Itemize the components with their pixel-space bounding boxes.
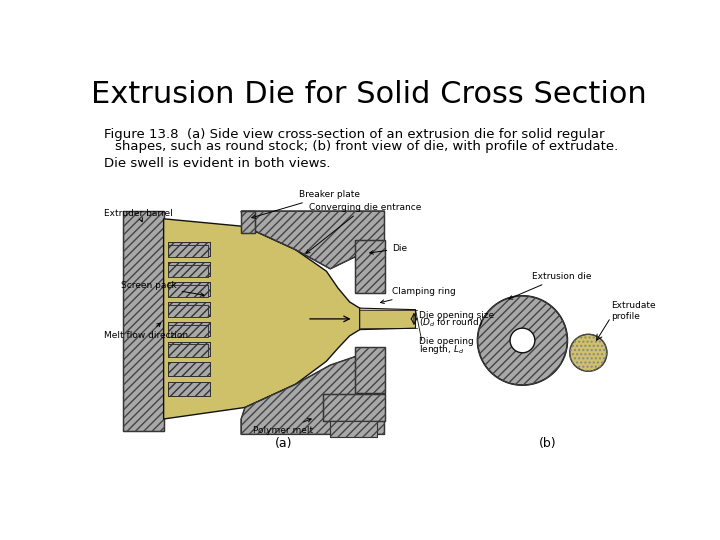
Text: Extrusion Die for Solid Cross Section: Extrusion Die for Solid Cross Section bbox=[91, 79, 647, 109]
Bar bbox=[168, 382, 210, 396]
Bar bbox=[168, 362, 210, 376]
Bar bbox=[168, 282, 210, 296]
Bar bbox=[168, 265, 208, 278]
Bar bbox=[168, 245, 208, 257]
Bar bbox=[168, 382, 210, 396]
Bar bbox=[355, 347, 384, 393]
Text: Die swell is evident in both views.: Die swell is evident in both views. bbox=[104, 157, 330, 170]
Bar bbox=[168, 302, 210, 316]
Text: Figure 13.8  (a) Side view cross‐section of an extrusion die for solid regular: Figure 13.8 (a) Side view cross‐section … bbox=[104, 127, 605, 140]
Bar bbox=[168, 342, 210, 356]
Bar bbox=[168, 245, 208, 257]
Polygon shape bbox=[241, 211, 384, 269]
Circle shape bbox=[510, 328, 535, 353]
Bar bbox=[168, 242, 210, 256]
Bar bbox=[168, 262, 210, 276]
Bar bbox=[168, 285, 208, 298]
Text: Breaker plate: Breaker plate bbox=[252, 190, 360, 218]
Bar bbox=[168, 322, 210, 336]
Bar bbox=[168, 242, 210, 256]
Text: Polymer melt: Polymer melt bbox=[253, 418, 313, 435]
Bar bbox=[168, 345, 208, 356]
Bar bbox=[323, 394, 384, 421]
Bar bbox=[168, 265, 208, 278]
Bar bbox=[168, 345, 208, 356]
Text: (a): (a) bbox=[275, 437, 292, 450]
Bar bbox=[330, 421, 377, 437]
Bar bbox=[241, 211, 255, 233]
Bar bbox=[168, 305, 208, 318]
Text: Die opening: Die opening bbox=[419, 338, 474, 347]
Bar bbox=[122, 211, 163, 430]
Text: shapes, such as round stock; (b) front view of die, with profile of extrudate.: shapes, such as round stock; (b) front v… bbox=[114, 140, 618, 153]
Text: Clamping ring: Clamping ring bbox=[380, 287, 456, 303]
Bar bbox=[168, 305, 208, 318]
Text: Extruder barrel: Extruder barrel bbox=[104, 209, 173, 221]
Text: Extrusion die: Extrusion die bbox=[509, 272, 591, 299]
Bar bbox=[168, 322, 210, 336]
Bar bbox=[355, 240, 384, 293]
Text: ($D_d$ for round): ($D_d$ for round) bbox=[419, 316, 483, 329]
Bar bbox=[355, 347, 384, 393]
Polygon shape bbox=[360, 308, 415, 330]
Text: Melt flow direction: Melt flow direction bbox=[104, 323, 188, 340]
Text: (b): (b) bbox=[539, 437, 556, 450]
Bar bbox=[355, 240, 384, 293]
Text: length, $L_d$: length, $L_d$ bbox=[419, 343, 465, 356]
Bar bbox=[168, 302, 210, 316]
Polygon shape bbox=[163, 219, 360, 419]
Text: Die opening size: Die opening size bbox=[419, 310, 495, 320]
Bar bbox=[323, 394, 384, 421]
Text: Converging die entrance: Converging die entrance bbox=[306, 202, 421, 253]
Bar bbox=[241, 211, 255, 233]
Bar bbox=[330, 421, 377, 437]
Polygon shape bbox=[241, 356, 384, 434]
Text: Screen pack: Screen pack bbox=[121, 281, 204, 296]
Text: Die: Die bbox=[370, 244, 408, 254]
Bar bbox=[168, 282, 210, 296]
Text: Extrudate
profile: Extrudate profile bbox=[611, 301, 655, 321]
Bar bbox=[122, 211, 163, 430]
Circle shape bbox=[477, 296, 567, 385]
Bar bbox=[168, 362, 210, 376]
Bar bbox=[168, 325, 208, 338]
Bar bbox=[168, 285, 208, 298]
Bar bbox=[168, 262, 210, 276]
Circle shape bbox=[570, 334, 607, 372]
Bar bbox=[168, 342, 210, 356]
Bar bbox=[168, 325, 208, 338]
